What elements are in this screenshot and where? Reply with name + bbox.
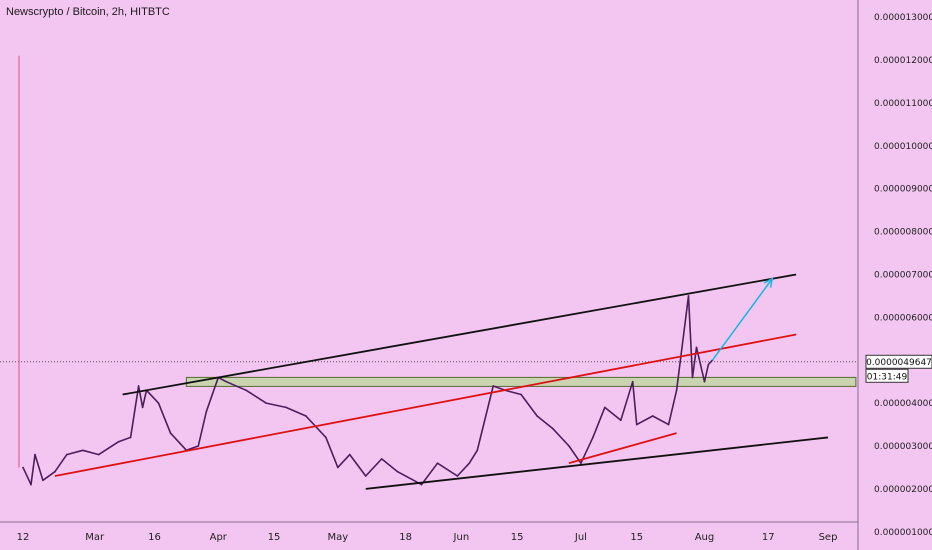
price-point — [81, 449, 84, 452]
price-point — [157, 402, 160, 404]
price-point — [675, 389, 678, 392]
price-point — [687, 295, 690, 297]
price-point — [325, 436, 327, 439]
chart-pane-background — [0, 0, 858, 522]
lower-channel-line[interactable] — [365, 436, 829, 490]
countdown-badge — [865, 368, 909, 383]
price-point — [305, 415, 307, 417]
price-point — [631, 380, 634, 383]
x-axis-tick-label: 15 — [511, 532, 524, 543]
target-arrow-line[interactable] — [711, 278, 773, 361]
price-point — [396, 470, 399, 473]
chart-title: Newscrypto / Bitcoin, 2h, HITBTC — [6, 6, 170, 18]
price-point — [337, 466, 339, 469]
price-series-line[interactable] — [22, 295, 713, 486]
price-point — [568, 445, 570, 447]
price-point — [420, 483, 423, 486]
x-axis-tick-label: Apr — [210, 532, 228, 543]
price-point — [97, 453, 100, 456]
mid-trendline[interactable] — [54, 333, 797, 477]
x-axis-tick-label: Aug — [695, 532, 715, 543]
price-point — [34, 453, 36, 456]
price-point — [707, 363, 710, 366]
x-axis[interactable]: 12 Mar 16 Apr 15 May 18 Jun 15 Jul 15 Aug 17 Sep — [17, 532, 838, 543]
price-point — [137, 385, 140, 387]
x-axis-tick-label: 12 — [17, 532, 30, 543]
price-point — [245, 389, 247, 392]
short-red-trendline[interactable] — [568, 432, 677, 465]
price-point — [667, 423, 670, 426]
x-axis-tick-label: 16 — [148, 532, 161, 543]
price-point — [619, 419, 622, 422]
x-axis-tick-label: May — [327, 532, 348, 543]
price-point — [30, 483, 32, 486]
y-axis-tick-label: 0.0000010000 — [874, 528, 932, 538]
x-axis-tick-label: Sep — [819, 532, 838, 543]
price-point — [520, 393, 522, 396]
price-point — [265, 402, 267, 404]
price-point — [492, 385, 495, 387]
x-axis-tick-label: Mar — [85, 532, 105, 543]
price-point — [651, 415, 654, 417]
price-point — [468, 462, 471, 464]
price-point — [205, 410, 208, 413]
price-point — [476, 449, 479, 452]
price-point — [129, 436, 132, 439]
price-point — [348, 453, 351, 456]
current-price-badge — [865, 354, 932, 369]
x-axis-tick-label: 15 — [268, 532, 281, 543]
countdown-label: 01:31:49 — [867, 372, 908, 382]
price-point — [695, 346, 698, 349]
price-point — [380, 458, 383, 460]
price-point — [580, 462, 582, 464]
price-point — [42, 479, 44, 482]
price-point — [456, 475, 459, 477]
x-axis-tick-label: 18 — [399, 532, 412, 543]
price-point — [169, 432, 172, 434]
x-axis-tick-label: Jun — [453, 532, 470, 543]
price-point — [197, 445, 200, 447]
price-point — [364, 475, 367, 477]
current-price-label: 0.0000049647 — [866, 358, 932, 368]
upper-channel-line[interactable] — [122, 273, 797, 396]
price-point — [592, 436, 594, 439]
horizontal-zone[interactable] — [185, 376, 857, 387]
price-point — [117, 440, 120, 443]
price-point — [703, 380, 706, 383]
price-point — [536, 415, 538, 417]
price-point — [604, 406, 606, 409]
price-point — [22, 466, 24, 469]
price-point — [54, 470, 56, 473]
price-point — [552, 428, 554, 430]
target-arrow-head-icon — [763, 277, 774, 288]
x-axis-tick-label: Jul — [574, 532, 587, 543]
price-point — [436, 462, 439, 464]
x-axis-tick-label: 17 — [762, 532, 775, 543]
x-axis-tick-label: 15 — [630, 532, 643, 543]
price-point — [691, 376, 694, 379]
price-point — [285, 406, 287, 409]
price-point — [225, 380, 228, 383]
price-point — [141, 406, 144, 409]
price-point — [66, 453, 68, 456]
price-point — [635, 423, 638, 426]
